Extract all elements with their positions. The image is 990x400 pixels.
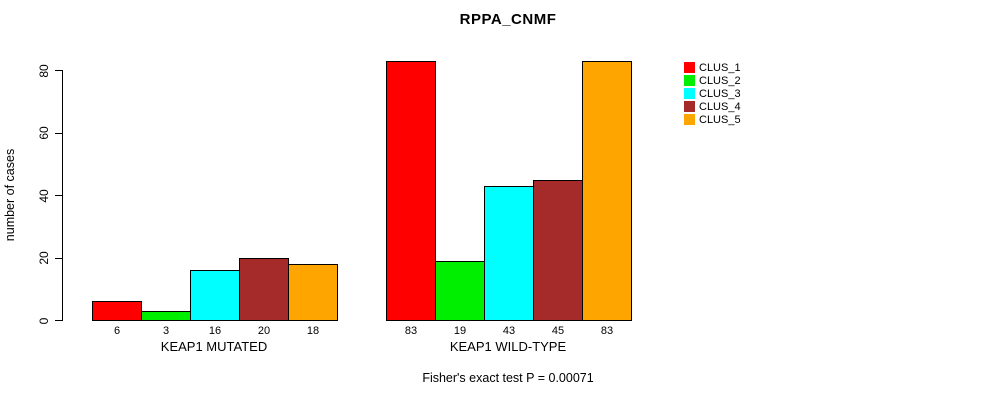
bar-clus_1-group2 [386, 61, 436, 321]
legend-swatch-clus_1 [684, 62, 695, 73]
bar-clus_2-group1 [141, 310, 191, 321]
y-tick-label: 80 [37, 64, 51, 78]
y-tick-label: 40 [37, 189, 51, 203]
legend-swatch-clus_2 [684, 75, 695, 86]
legend-label-clus_3: CLUS_3 [699, 88, 741, 100]
y-tick-mark [55, 195, 62, 197]
bar-clus_3-group1 [190, 270, 240, 321]
y-tick-label: 0 [37, 317, 51, 324]
bar-value-label: 18 [306, 325, 320, 337]
bar-value-label: 20 [257, 325, 271, 337]
legend-label-clus_4: CLUS_4 [699, 101, 741, 113]
bar-clus_5-group2 [582, 61, 632, 321]
legend-label-clus_2: CLUS_2 [699, 75, 741, 87]
bar-value-label: 6 [113, 325, 121, 337]
footnote: Fisher's exact test P = 0.00071 [422, 371, 594, 385]
bar-value-label: 16 [208, 325, 222, 337]
chart-title: RPPA_CNMF [459, 11, 557, 28]
bar-clus_4-group2 [533, 179, 583, 321]
group-label-keap1-wild-type: KEAP1 WILD-TYPE [449, 339, 567, 354]
bar-value-label: 83 [600, 325, 614, 337]
bar-value-label: 43 [502, 325, 516, 337]
bar-clus_2-group2 [435, 260, 485, 321]
bar-clus_5-group1 [288, 263, 338, 321]
bar-clus_1-group1 [92, 301, 142, 321]
y-tick-mark [55, 257, 62, 259]
bar-value-label: 45 [551, 325, 565, 337]
y-axis-line [62, 70, 63, 321]
bar-value-label: 19 [453, 325, 467, 337]
y-axis-label: number of cases [3, 148, 17, 242]
legend-label-clus_5: CLUS_5 [699, 114, 741, 126]
y-tick-mark [55, 70, 62, 72]
y-tick-label: 20 [37, 251, 51, 265]
legend-label-clus_1: CLUS_1 [699, 62, 741, 74]
bar-clus_3-group2 [484, 185, 534, 321]
legend-swatch-clus_3 [684, 88, 695, 99]
bar-clus_4-group1 [239, 257, 289, 321]
bar-value-label: 83 [404, 325, 418, 337]
y-tick-mark [55, 320, 62, 321]
legend-swatch-clus_4 [684, 101, 695, 112]
y-tick-mark [55, 132, 62, 134]
bar-value-label: 3 [162, 325, 170, 337]
legend-swatch-clus_5 [684, 114, 695, 125]
y-tick-label: 60 [37, 126, 51, 140]
group-label-keap1-mutated: KEAP1 MUTATED [160, 339, 268, 354]
